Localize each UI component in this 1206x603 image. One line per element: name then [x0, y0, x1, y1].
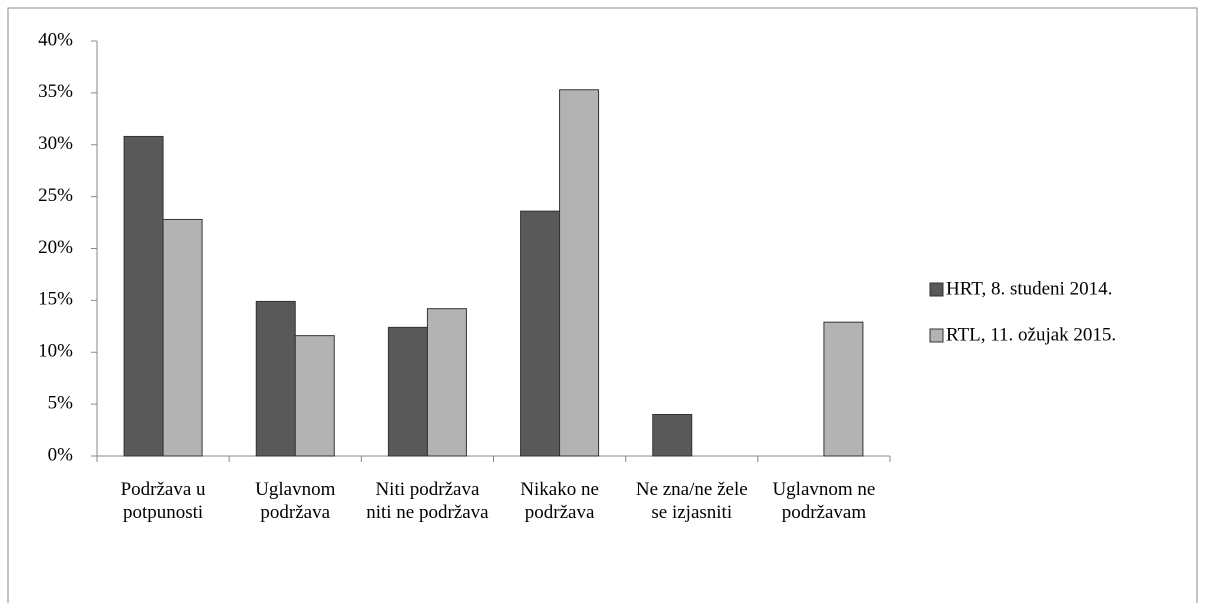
bar — [823, 321, 864, 457]
bar — [294, 335, 335, 457]
bar — [559, 89, 600, 457]
legend-label: HRT, 8. studeni 2014. — [946, 278, 1112, 299]
bar — [520, 210, 561, 457]
x-tick-label: Nikako ne podržava — [520, 479, 599, 523]
y-tick-label: 40% — [38, 29, 73, 50]
legend-label: RTL, 11. ožujak 2015. — [946, 324, 1116, 345]
y-tick-label: 25% — [38, 185, 73, 206]
y-tick-label: 35% — [38, 81, 73, 102]
x-tick-label: Uglavnom podržava — [255, 479, 336, 523]
bar — [387, 326, 428, 457]
y-tick-label: 10% — [38, 341, 73, 362]
y-tick-label: 20% — [38, 237, 73, 258]
x-tick-label: Niti podržava niti ne podržava — [366, 479, 489, 523]
chart-frame — [7, 7, 1198, 603]
legend-swatch — [929, 328, 944, 343]
bar — [652, 414, 693, 457]
bar — [162, 218, 203, 457]
y-tick-label: 0% — [48, 444, 74, 465]
bar — [123, 135, 164, 457]
x-tick-label: Ne zna/ne žele se izjasniti — [635, 479, 748, 523]
bar — [255, 300, 296, 457]
y-tick-label: 5% — [48, 392, 74, 413]
y-tick-label: 30% — [38, 133, 73, 154]
bar — [426, 308, 467, 457]
x-tick-label: Podržava u potpunosti — [120, 479, 206, 523]
x-tick-label: Uglavnom ne podržavam — [772, 479, 876, 523]
y-tick-label: 15% — [38, 289, 73, 310]
legend-swatch — [929, 282, 944, 297]
